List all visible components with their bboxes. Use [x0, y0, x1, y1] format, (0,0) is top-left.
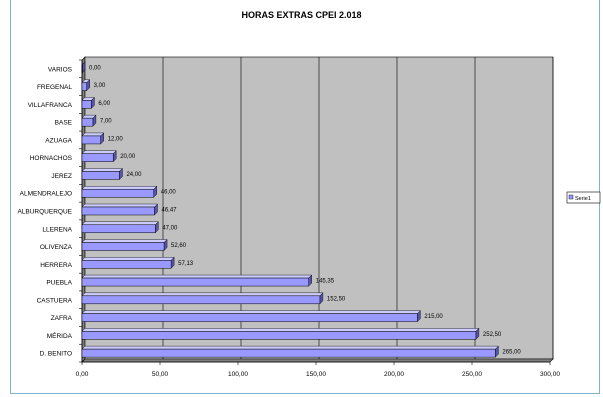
bar-top	[81, 132, 105, 137]
data-label: 3,00	[94, 83, 106, 89]
bar-top	[81, 168, 123, 172]
x-tick-label: 300,00	[540, 371, 560, 378]
category-label: FREGENAL	[37, 84, 72, 91]
bar	[81, 331, 477, 340]
category-label: ALMENDRALEJO	[20, 191, 72, 198]
data-label: 152,50	[327, 296, 346, 302]
category-label: ALBURQUERQUE	[17, 209, 72, 216]
bar-top	[81, 345, 499, 350]
x-tick-label: 100,00	[228, 371, 248, 378]
bar	[81, 117, 94, 127]
category-label: MÉRIDA	[47, 331, 73, 340]
data-label: 20,00	[120, 154, 136, 160]
category-label: LLERENA	[42, 226, 72, 233]
data-label: 57,13	[178, 261, 194, 267]
bar	[81, 206, 155, 216]
legend-box	[566, 191, 601, 204]
bar-top	[81, 203, 158, 208]
data-label: 145,35	[316, 279, 335, 285]
category-label: VILLAFRANCA	[28, 102, 73, 109]
data-label: 24,00	[126, 172, 142, 178]
x-tick-label: 150,00	[306, 371, 326, 378]
legend-label: Serie1	[575, 196, 591, 202]
bar	[81, 260, 172, 269]
category-label: JEREZ	[51, 173, 72, 180]
plot-floor	[81, 358, 554, 363]
bar	[81, 100, 92, 109]
category-label: HERRERA	[40, 262, 72, 269]
bar-top	[81, 186, 158, 190]
data-label: 252,50	[483, 332, 502, 338]
x-tick-label: 250,00	[462, 371, 482, 378]
legend-swatch	[568, 194, 574, 200]
bar-top	[81, 257, 175, 261]
data-label: 52,60	[171, 243, 187, 249]
category-label: ZAFRA	[51, 315, 73, 322]
bar-top	[81, 310, 421, 314]
bar	[81, 313, 418, 322]
category-label: AZUAGA	[45, 137, 72, 144]
data-label: 265,00	[502, 350, 521, 356]
bar-top	[81, 239, 168, 243]
category-label: CASTUERA	[37, 297, 73, 304]
category-label: PUEBLA	[46, 280, 72, 287]
x-tick-label: 200,00	[384, 371, 404, 378]
data-label: 0,00	[89, 65, 101, 71]
category-label: BASE	[55, 120, 73, 127]
category-label: VARIOS	[48, 66, 73, 73]
data-label: 215,00	[424, 314, 443, 320]
data-label: 47,00	[162, 225, 178, 231]
bar	[81, 277, 309, 287]
bar	[81, 348, 496, 358]
chart-title: HORAS EXTRAS CPEI 2.018	[241, 10, 362, 20]
bar	[81, 295, 321, 305]
bar	[81, 188, 155, 198]
bar-top	[81, 221, 159, 225]
bar	[81, 82, 87, 91]
bar-top	[81, 328, 480, 332]
data-label: 6,00	[98, 101, 110, 107]
bar	[81, 242, 165, 251]
bar-top	[81, 150, 117, 154]
data-label: 46,00	[161, 190, 177, 196]
bar	[81, 153, 114, 162]
x-tick-label: 50,00	[152, 371, 169, 378]
data-label: 7,00	[100, 119, 112, 125]
bar-top	[81, 274, 313, 279]
x-tick-label: 0,00	[76, 371, 89, 378]
category-label: OLIVENZA	[40, 244, 73, 251]
bar	[81, 224, 156, 234]
category-label: D. BENITO	[40, 351, 72, 358]
bar	[81, 135, 101, 145]
bar	[81, 64, 83, 74]
data-label: 12,00	[108, 136, 124, 142]
bar	[81, 171, 120, 180]
category-label: HORNACHOS	[30, 155, 73, 162]
bar-top	[81, 292, 324, 297]
data-label: 46,47	[161, 208, 177, 214]
